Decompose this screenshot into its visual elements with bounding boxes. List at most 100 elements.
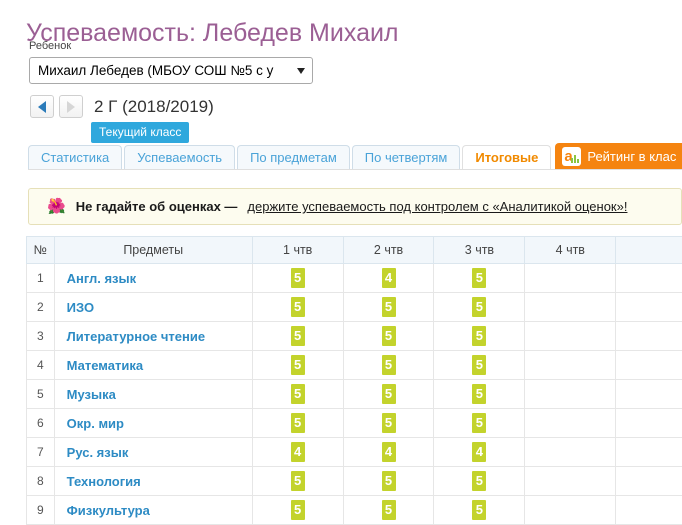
tab-po-predmetam[interactable]: По предметам xyxy=(237,145,350,170)
grade-cell-3: 5 xyxy=(433,495,526,525)
grade-cell-3: 5 xyxy=(433,321,526,351)
grade-cell-4 xyxy=(524,379,617,409)
child-select[interactable]: Михаил Лебедев (МБОУ СОШ №5 с у xyxy=(29,57,313,84)
subject-cell: Англ. язык xyxy=(53,263,253,293)
grade-badge: 5 xyxy=(472,500,487,520)
col-header-q1: 1 чтв xyxy=(251,236,344,264)
subject-cell: Музыка xyxy=(53,379,253,409)
next-class-button[interactable] xyxy=(59,95,83,118)
rating-in-class-button[interactable]: a Рейтинг в клас xyxy=(555,143,682,170)
grade-badge: 5 xyxy=(381,500,396,520)
subject-cell: Литературное чтение xyxy=(53,321,253,351)
table-row: 2 ИЗО 5 5 5 xyxy=(26,292,682,322)
grade-badge: 5 xyxy=(472,413,487,433)
col-header-subjects: Предметы xyxy=(53,236,253,264)
col-header-number: № xyxy=(26,236,55,264)
grade-cell-3: 5 xyxy=(433,263,526,293)
row-number: 2 xyxy=(26,292,55,322)
child-select-value: Михаил Лебедев (МБОУ СОШ №5 с у xyxy=(38,63,274,78)
subject-cell: ИЗО xyxy=(53,292,253,322)
table-row: 6 Окр. мир 5 5 5 xyxy=(26,408,682,438)
grade-badge: 5 xyxy=(472,268,487,288)
grade-badge: 4 xyxy=(472,442,487,462)
subject-link[interactable]: Технология xyxy=(66,473,141,489)
grade-cell-3: 4 xyxy=(433,437,526,467)
table-row: 4 Математика 5 5 5 xyxy=(26,350,682,380)
tab-bar-underline xyxy=(28,169,682,170)
class-name-label: 2 Г (2018/2019) xyxy=(94,97,214,116)
grade-badge: 5 xyxy=(290,268,305,288)
grade-badge: 5 xyxy=(472,297,487,317)
flower-icon: 🌺 xyxy=(47,198,66,215)
grade-badge: 5 xyxy=(290,413,305,433)
subject-link[interactable]: ИЗО xyxy=(66,299,95,315)
grade-cell-4 xyxy=(524,350,617,380)
grade-cell-2: 5 xyxy=(342,408,435,438)
prev-class-button[interactable] xyxy=(30,95,54,118)
row-number: 6 xyxy=(26,408,55,438)
page-title: Успеваемость: Лебедев Михаил xyxy=(26,18,399,47)
grade-cell-3: 5 xyxy=(433,379,526,409)
subject-link[interactable]: Англ. язык xyxy=(66,270,137,286)
subject-cell: Технология xyxy=(53,466,253,496)
row-number: 8 xyxy=(26,466,55,496)
grade-cell-1: 5 xyxy=(251,495,344,525)
grade-cell-4 xyxy=(524,408,617,438)
grade-badge: 5 xyxy=(381,297,396,317)
tab-statistika[interactable]: Статистика xyxy=(28,145,123,170)
subject-link[interactable]: Физкультура xyxy=(66,502,150,518)
subject-link[interactable]: Литературное чтение xyxy=(66,328,206,344)
analytics-promo-banner: 🌺 Не гадайте об оценках — держите успева… xyxy=(28,188,682,225)
row-number: 3 xyxy=(26,321,55,351)
banner-link[interactable]: держите успеваемость под контролем с «Ан… xyxy=(247,199,628,214)
grade-cell-4 xyxy=(524,321,617,351)
subject-link[interactable]: Окр. мир xyxy=(66,415,124,431)
grade-cell-2: 5 xyxy=(342,350,435,380)
grade-cell-2: 5 xyxy=(342,321,435,351)
subject-link[interactable]: Рус. язык xyxy=(66,444,129,460)
grade-badge: 5 xyxy=(381,413,396,433)
table-row: 1 Англ. язык 5 4 5 xyxy=(26,263,682,293)
grade-badge: 5 xyxy=(290,326,305,346)
analytics-a-icon: a xyxy=(562,147,582,166)
grade-cell-3: 5 xyxy=(433,466,526,496)
table-header-row: № Предметы 1 чтв 2 чтв 3 чтв 4 чтв xyxy=(26,236,682,264)
subject-cell: Физкультура xyxy=(53,495,253,525)
col-header-q4: 4 чтв xyxy=(524,236,617,264)
grade-badge: 4 xyxy=(381,442,396,462)
table-body: 1 Англ. язык 5 4 5 2 ИЗО 5 5 5 3 Литературное чтени… xyxy=(26,263,682,525)
grade-badge: 5 xyxy=(381,355,396,375)
subject-cell: Математика xyxy=(53,350,253,380)
grade-cell-1: 5 xyxy=(251,350,344,380)
table-row: 8 Технология 5 5 5 xyxy=(26,466,682,496)
col-header-q3: 3 чтв xyxy=(433,236,526,264)
grade-cell-2: 5 xyxy=(342,466,435,496)
grade-cell-1: 5 xyxy=(251,408,344,438)
grade-badge: 5 xyxy=(381,384,396,404)
grade-cell-5 xyxy=(615,408,682,438)
grade-cell-5 xyxy=(615,466,682,496)
table-row: 5 Музыка 5 5 5 xyxy=(26,379,682,409)
grade-badge: 5 xyxy=(290,355,305,375)
grade-badge: 5 xyxy=(472,355,487,375)
grade-badge: 5 xyxy=(472,384,487,404)
tab-uspevaemost[interactable]: Успеваемость xyxy=(124,145,236,170)
subject-link[interactable]: Музыка xyxy=(66,386,116,402)
col-header-extra xyxy=(615,236,682,264)
grade-badge: 4 xyxy=(290,442,305,462)
grade-cell-4 xyxy=(524,495,617,525)
grade-badge: 5 xyxy=(472,471,487,491)
grade-badge: 5 xyxy=(290,500,305,520)
grade-cell-5 xyxy=(615,321,682,351)
subject-link[interactable]: Математика xyxy=(66,357,144,373)
grade-cell-4 xyxy=(524,292,617,322)
table-row: 3 Литературное чтение 5 5 5 xyxy=(26,321,682,351)
tab-po-chetvertyam[interactable]: По четвертям xyxy=(351,145,461,170)
subject-cell: Окр. мир xyxy=(53,408,253,438)
grade-cell-5 xyxy=(615,263,682,293)
grade-cell-1: 5 xyxy=(251,466,344,496)
class-navigation: 2 Г (2018/2019) xyxy=(30,95,214,118)
grade-cell-4 xyxy=(524,466,617,496)
tab-itogovye[interactable]: Итоговые xyxy=(462,145,552,170)
